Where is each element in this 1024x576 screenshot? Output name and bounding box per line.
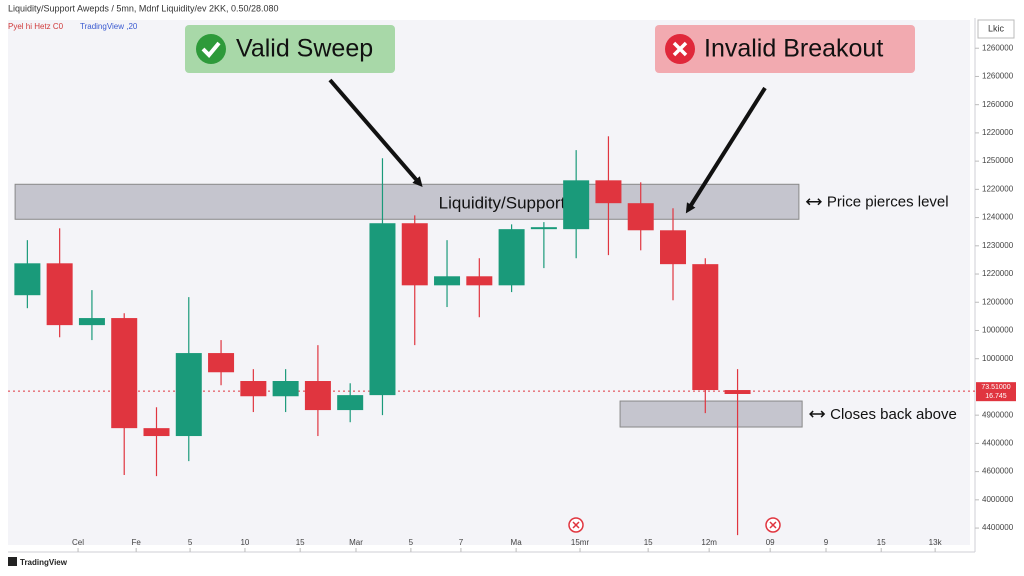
y-tick-label: 1000000	[982, 326, 1014, 335]
candle-body	[724, 390, 751, 394]
candle-body	[143, 428, 170, 437]
y-tick-label: 1220000	[982, 184, 1014, 193]
candle-body	[563, 180, 590, 230]
cross-mark	[672, 41, 688, 57]
chart-title: Liquidity/Support Awepds / 5mn, Mdnf Liq…	[8, 3, 279, 13]
candle-body	[466, 276, 493, 286]
check-icon	[196, 34, 226, 64]
brand-logo	[8, 557, 17, 566]
price-tag-label: 73.51000	[981, 384, 1010, 391]
double-arrow	[805, 198, 822, 206]
candle-body	[208, 353, 235, 373]
y-tick-label: 4900000	[982, 410, 1014, 419]
callout-box	[185, 25, 395, 73]
y-tick-label: 1220000	[982, 128, 1014, 137]
arrow	[685, 86, 767, 214]
candle-body	[78, 318, 105, 326]
annotation-valid: Valid Sweep	[185, 25, 395, 73]
candle-body	[272, 381, 299, 397]
candle-body	[14, 263, 41, 296]
x-tick-label: 13k	[929, 538, 943, 547]
event-icon	[568, 517, 781, 533]
x-tick-label: 12m	[701, 538, 717, 547]
candle-body	[627, 203, 654, 231]
candle-body	[111, 318, 138, 429]
y-tick-label: 1220000	[982, 269, 1014, 278]
y-tick-label: 1200000	[982, 297, 1014, 306]
y-tick-label: 1230000	[982, 241, 1014, 250]
y-tick-label: 4400000	[982, 438, 1014, 447]
y-tick-label: 1260000	[982, 100, 1014, 109]
x-tick-label: 09	[766, 538, 775, 547]
annotation-invalid: Invalid Breakout	[655, 25, 915, 73]
candle-body	[401, 223, 428, 286]
x-tick-label: 5	[188, 538, 193, 547]
axis-box	[977, 19, 1015, 39]
candle-body	[337, 395, 364, 411]
brand: TradingView	[20, 558, 68, 567]
candle-body	[498, 229, 525, 286]
candle-body	[240, 381, 267, 397]
y-tick-label: 4600000	[982, 467, 1014, 476]
y-tick-label: 1000000	[982, 354, 1014, 363]
candle-body	[660, 230, 687, 265]
candle-body	[46, 263, 73, 326]
zone-note: Closes back above	[830, 406, 957, 423]
x-tick-label: 10	[240, 538, 249, 547]
x-tick-label: 15	[877, 538, 886, 547]
x-tick-label: Mar	[349, 538, 363, 547]
candle-body	[595, 180, 622, 204]
candle-body	[692, 264, 719, 391]
zone	[619, 400, 803, 428]
y-tick-label: 4000000	[982, 495, 1014, 504]
candle-body	[530, 227, 557, 230]
y-tick-label: 1260000	[982, 43, 1014, 52]
double-arrow	[809, 410, 826, 418]
x-tick-label: 5	[409, 538, 414, 547]
candle-body	[434, 276, 461, 286]
candle-body	[304, 381, 331, 411]
callout-text: Valid Sweep	[236, 35, 373, 63]
zone	[14, 183, 800, 220]
y-tick-label: 1250000	[982, 156, 1014, 165]
x-tick-label: 15	[644, 538, 653, 547]
candle-body	[369, 223, 396, 396]
x-tick-label: 9	[824, 538, 829, 547]
x-tick-label: 7	[459, 538, 464, 547]
x-tick-label: 15	[296, 538, 305, 547]
x-tick-label: 15mr	[571, 538, 590, 547]
check-mark	[201, 41, 221, 58]
price-tag-label: 16.745	[985, 393, 1007, 400]
y-tick-label: 1240000	[982, 213, 1014, 222]
zone-label: Liquidity/Support	[439, 193, 566, 212]
zone-note: Price pierces level	[827, 194, 949, 211]
price-tag	[976, 382, 1016, 402]
chart-subtitle: Pyel hi Hetz C0	[8, 22, 64, 31]
x-tick-label: Cel	[72, 538, 84, 547]
x-tick-label: Ma	[511, 538, 523, 547]
arrow	[328, 78, 423, 188]
axis-box-label: Lkic	[988, 23, 1005, 33]
chart-subtitle: TradingView ,20	[80, 22, 138, 31]
y-tick-label: 4400000	[982, 523, 1014, 532]
callout-box	[655, 25, 915, 73]
x-tick-label: Fe	[131, 538, 141, 547]
callout-text: Invalid Breakout	[704, 35, 883, 63]
candle-body	[175, 353, 202, 437]
y-tick-label: 1260000	[982, 72, 1014, 81]
